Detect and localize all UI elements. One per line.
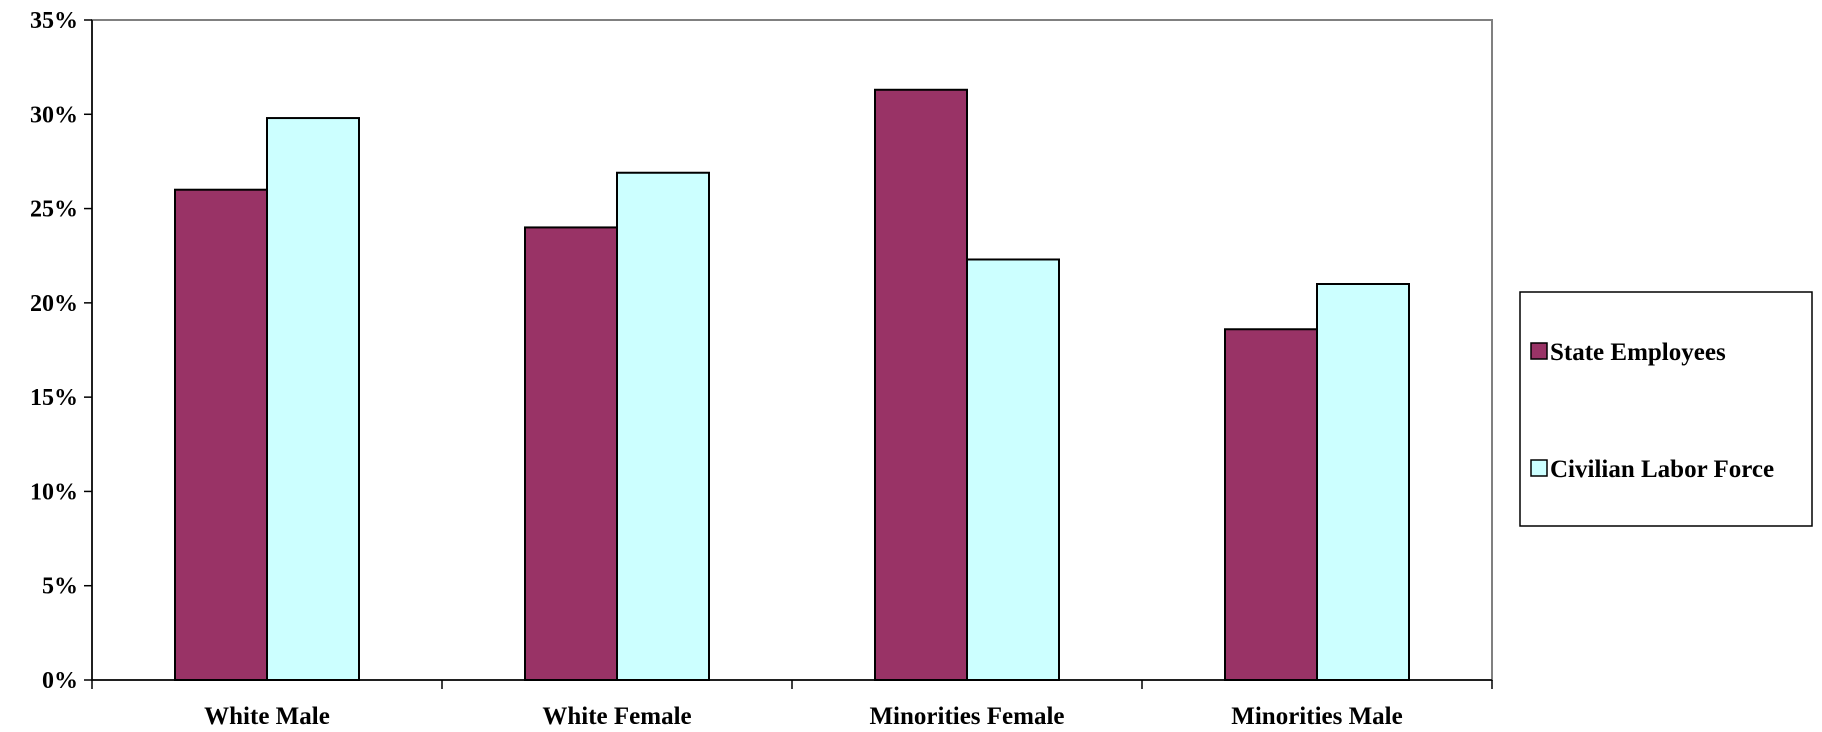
legend: State Employees Civilian Labor Force — [1519, 291, 1813, 527]
legend-box — [1519, 291, 1813, 527]
x-tick-label: Minorities Female — [869, 703, 1064, 730]
y-tick-label: 10% — [30, 479, 78, 505]
legend-label-civilian-labor-force: Civilian Labor Force — [1550, 456, 1774, 483]
y-tick-label: 20% — [30, 291, 78, 317]
legend-swatch-state-employees — [1530, 342, 1548, 360]
bar-civilian-labor-force-white-female — [616, 171, 710, 681]
x-axis: White Male White Female Minorities Female M… — [91, 679, 1493, 730]
y-tick-label: 35% — [30, 8, 78, 34]
x-tick-label: White Female — [542, 703, 691, 730]
y-tick-label: 0% — [42, 668, 78, 694]
bar-civilian-labor-force-minorities-male — [1316, 283, 1410, 681]
bar-series — [174, 88, 1410, 682]
legend-label-state-employees: State Employees — [1550, 339, 1726, 366]
bar-state-employees-white-male — [174, 188, 268, 681]
bar-civilian-labor-force-white-male — [266, 117, 360, 682]
y-tick-label: 15% — [30, 385, 78, 411]
bar-state-employees-white-female — [524, 226, 618, 682]
y-tick-label: 25% — [30, 197, 78, 223]
y-axis: 0% 5% 10% 15% 20% 25% 30% 35% — [30, 8, 93, 694]
x-tick-label: Minorities Male — [1231, 703, 1402, 730]
bar-civilian-labor-force-minorities-female — [966, 258, 1060, 681]
legend-swatch-civilian-labor-force — [1530, 459, 1548, 477]
x-tick-label: White Male — [204, 703, 330, 730]
bar-state-employees-minorities-female — [874, 88, 968, 682]
y-tick-label: 5% — [42, 574, 78, 600]
bar-state-employees-minorities-male — [1224, 328, 1318, 681]
y-tick-label: 30% — [30, 102, 78, 128]
